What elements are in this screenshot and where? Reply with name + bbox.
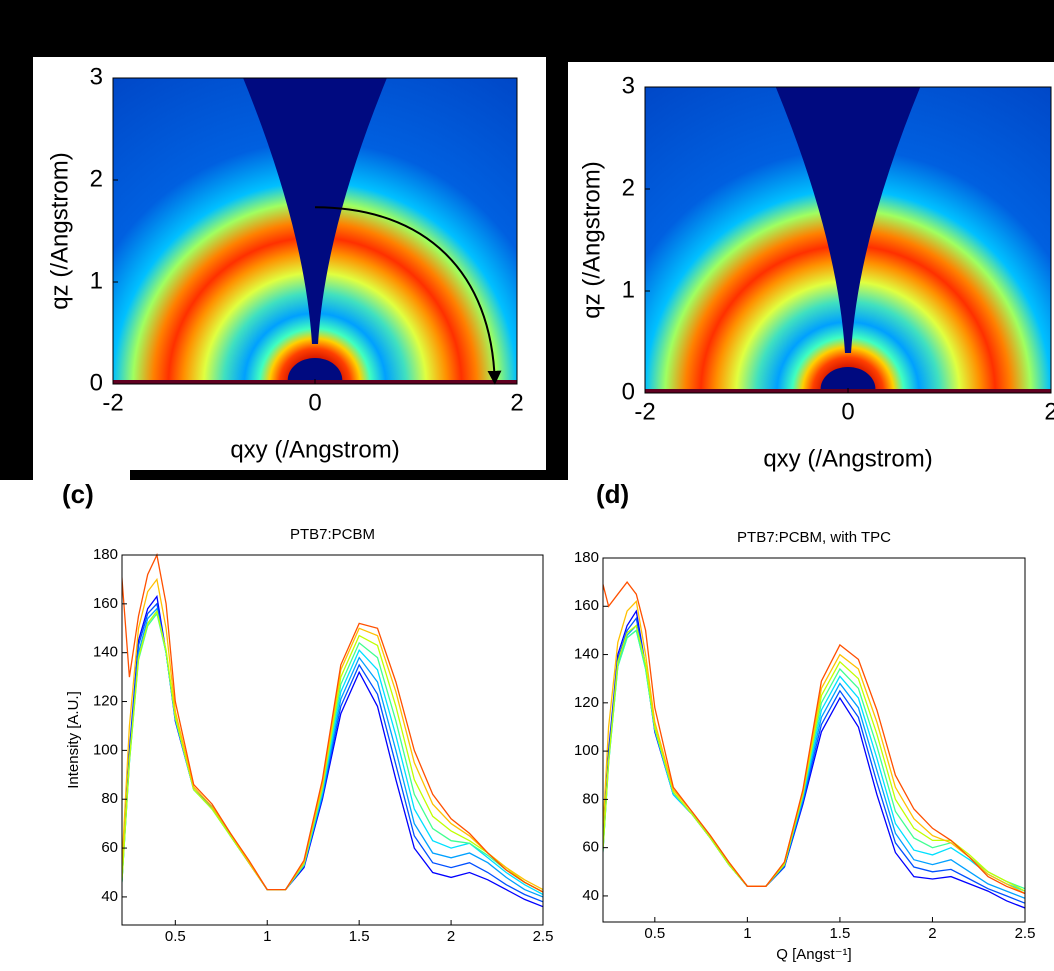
y-tick-label: 1 bbox=[622, 276, 635, 303]
panel-label: (c) bbox=[62, 479, 94, 509]
data-line bbox=[122, 612, 543, 893]
x-tick-label: 0.5 bbox=[644, 925, 665, 942]
y-tick-label: 0 bbox=[90, 369, 103, 396]
y-tick-label: 3 bbox=[622, 72, 635, 99]
x-axis-label: Q [Angst⁻¹] bbox=[776, 946, 851, 963]
y-tick-label: 60 bbox=[101, 839, 118, 856]
y-tick-label: 1 bbox=[90, 267, 103, 294]
x-tick-label: -2 bbox=[102, 389, 123, 416]
y-tick-label: 100 bbox=[574, 742, 599, 759]
plot-frame bbox=[602, 557, 1026, 923]
y-tick-label: 40 bbox=[101, 888, 118, 905]
data-line bbox=[603, 616, 1025, 904]
black-band bbox=[130, 470, 568, 480]
data-line bbox=[122, 553, 543, 893]
beam-stop bbox=[820, 367, 876, 393]
y-tick-label: 180 bbox=[93, 546, 118, 563]
data-line bbox=[122, 577, 543, 891]
panel-label: (d) bbox=[596, 479, 629, 509]
y-tick-label: 140 bbox=[93, 644, 118, 661]
x-tick-label: -2 bbox=[634, 398, 655, 425]
y-tick-label: 80 bbox=[101, 790, 118, 807]
y-tick-label: 0 bbox=[622, 378, 635, 405]
x-tick-label: 2 bbox=[1044, 398, 1054, 425]
y-tick-label: 160 bbox=[574, 597, 599, 614]
y-tick-label: 2 bbox=[90, 165, 103, 192]
data-line bbox=[122, 609, 543, 896]
y-tick-label: 100 bbox=[93, 741, 118, 758]
data-line bbox=[122, 609, 543, 893]
black-band bbox=[0, 0, 33, 480]
black-band bbox=[0, 0, 1054, 62]
x-axis-label: qxy (/Angstrom) bbox=[763, 445, 932, 472]
x-tick-label: 0 bbox=[841, 398, 854, 425]
x-tick-label: 1 bbox=[263, 928, 271, 945]
arrow bbox=[314, 206, 502, 385]
plot-lines bbox=[603, 581, 1025, 909]
x-tick-label: 1.5 bbox=[829, 925, 850, 942]
y-tick-label: 3 bbox=[90, 63, 103, 90]
x-tick-label: 2 bbox=[510, 389, 523, 416]
plot-frame bbox=[121, 554, 544, 926]
x-tick-label: 2 bbox=[447, 928, 455, 945]
chart-title: PTB7:PCBM bbox=[290, 526, 375, 543]
x-tick-label: 0.5 bbox=[165, 928, 186, 945]
heatmap-image bbox=[645, 87, 1051, 393]
chart-title: PTB7:PCBM, with TPC bbox=[737, 529, 891, 546]
y-tick-label: 180 bbox=[574, 549, 599, 566]
y-tick-label: 2 bbox=[622, 174, 635, 201]
x-tick-label: 0 bbox=[308, 389, 321, 416]
x-tick-label: 2.5 bbox=[1015, 925, 1036, 942]
beam-stop bbox=[287, 358, 343, 384]
plot-lines bbox=[122, 553, 543, 908]
x-tick-label: 1 bbox=[743, 925, 751, 942]
y-tick-label: 140 bbox=[574, 646, 599, 663]
beam-stop bbox=[243, 78, 387, 344]
heatmap-image bbox=[113, 78, 517, 384]
beam-stop bbox=[775, 87, 921, 353]
y-tick-label: 60 bbox=[582, 839, 599, 856]
black-band bbox=[546, 0, 568, 478]
y-tick-label: 80 bbox=[582, 790, 599, 807]
y-tick-label: 120 bbox=[93, 693, 118, 710]
x-tick-label: 2 bbox=[928, 925, 936, 942]
y-tick-label: 120 bbox=[574, 694, 599, 711]
y-axis-label: Intensity [A.U.] bbox=[65, 691, 82, 789]
y-axis-label: qz (/Angstrom) bbox=[46, 152, 73, 309]
data-line bbox=[603, 581, 1025, 895]
x-tick-label: 2.5 bbox=[533, 928, 554, 945]
x-axis-label: qxy (/Angstrom) bbox=[230, 436, 399, 463]
y-tick-label: 160 bbox=[93, 595, 118, 612]
y-axis-label: qz (/Angstrom) bbox=[578, 161, 605, 318]
y-tick-label: 40 bbox=[582, 887, 599, 904]
data-line bbox=[122, 594, 543, 908]
x-tick-label: 1.5 bbox=[349, 928, 370, 945]
